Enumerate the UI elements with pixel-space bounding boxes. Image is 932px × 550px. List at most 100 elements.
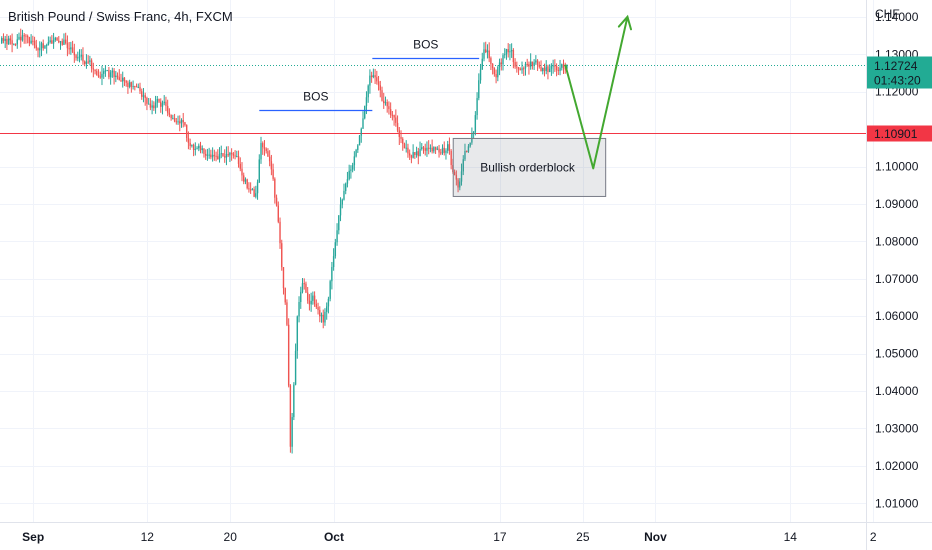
candle-body bbox=[139, 86, 141, 92]
candle-body bbox=[211, 154, 214, 158]
candle-body bbox=[459, 181, 461, 188]
candle-body bbox=[521, 68, 523, 71]
candle-body bbox=[40, 43, 43, 49]
time-tick-label: 25 bbox=[576, 530, 590, 544]
candle-body bbox=[502, 55, 504, 65]
candle-body bbox=[313, 295, 316, 304]
candle-body bbox=[246, 179, 248, 189]
candle-body bbox=[524, 63, 527, 69]
time-tick-label: 2 bbox=[870, 530, 877, 544]
candle-body bbox=[25, 35, 27, 37]
candle-body bbox=[191, 144, 193, 146]
candle-body bbox=[358, 135, 361, 146]
candle-body bbox=[414, 152, 416, 156]
candle-body bbox=[550, 65, 553, 69]
candle-body bbox=[172, 117, 174, 119]
candle-body bbox=[177, 121, 179, 123]
candle-body bbox=[201, 148, 203, 151]
candle-body bbox=[130, 82, 133, 87]
candle-body bbox=[115, 75, 117, 77]
candle-body bbox=[389, 109, 392, 115]
candle-body bbox=[189, 142, 191, 146]
candle-body bbox=[85, 61, 88, 64]
candle-body bbox=[338, 215, 340, 231]
candle-body bbox=[75, 55, 77, 59]
price-tick-label: 1.02000 bbox=[875, 459, 919, 473]
candle-body bbox=[44, 45, 46, 49]
candle-body bbox=[284, 288, 286, 303]
candle-body bbox=[529, 61, 532, 67]
candle-body bbox=[507, 49, 509, 53]
candle-body bbox=[165, 101, 167, 106]
candle-body bbox=[151, 105, 153, 108]
candle-body bbox=[267, 151, 269, 157]
candle-body bbox=[282, 267, 285, 289]
candle-body bbox=[14, 44, 17, 46]
candle-body bbox=[287, 324, 290, 386]
candle-body bbox=[322, 314, 324, 323]
time-tick-label: 14 bbox=[784, 530, 798, 544]
candle-body bbox=[241, 168, 243, 176]
candle-body bbox=[213, 154, 216, 156]
current-price-tag bbox=[867, 56, 932, 89]
candle-body bbox=[23, 35, 25, 37]
candle-body bbox=[244, 179, 247, 182]
candle-body bbox=[268, 156, 271, 162]
candle-body bbox=[536, 60, 539, 66]
candle-body bbox=[180, 119, 183, 124]
candle-body bbox=[206, 154, 209, 156]
candle-body bbox=[28, 37, 31, 44]
price-tick-label: 1.07000 bbox=[875, 272, 919, 286]
candle-body bbox=[310, 300, 312, 305]
candle-body bbox=[462, 159, 464, 172]
candle-body bbox=[526, 63, 528, 65]
candle-body bbox=[464, 151, 466, 160]
candle-body bbox=[103, 71, 105, 74]
candle-body bbox=[229, 152, 231, 156]
candle-body bbox=[111, 70, 114, 73]
candle-body bbox=[505, 49, 508, 55]
candle-body bbox=[118, 77, 120, 81]
candle-body bbox=[510, 50, 513, 52]
price-axis[interactable]: CHF1.140001.130001.120001.100001.090001.… bbox=[866, 0, 932, 550]
candle-body bbox=[77, 57, 79, 59]
candle-body bbox=[476, 98, 478, 116]
candle-body bbox=[331, 267, 333, 282]
time-tick-label: 17 bbox=[493, 530, 507, 544]
candle-body bbox=[408, 153, 411, 156]
candle-body bbox=[45, 45, 48, 47]
time-axis[interactable]: Sep 12 20 Oct 17 25 Nov 14 2 bbox=[0, 522, 932, 545]
candle-body bbox=[142, 95, 145, 97]
price-tick-label: 1.05000 bbox=[875, 347, 919, 361]
candle-body bbox=[182, 119, 184, 123]
candle-countdown-text: 01:43:20 bbox=[874, 74, 921, 88]
candle-body bbox=[272, 169, 274, 179]
candle-body bbox=[350, 169, 352, 171]
time-tick-label: Sep bbox=[22, 530, 44, 544]
candle-body bbox=[540, 66, 542, 72]
candle-body bbox=[217, 156, 219, 160]
candle-body bbox=[89, 60, 91, 62]
orderblock-zone bbox=[452, 137, 607, 197]
candle-body bbox=[429, 147, 432, 149]
candle-body bbox=[395, 117, 397, 123]
candle-body bbox=[305, 283, 307, 293]
candle-body bbox=[483, 49, 485, 59]
candle-body bbox=[166, 105, 169, 113]
time-tick-label: Oct bbox=[324, 530, 344, 544]
candle-body bbox=[194, 148, 197, 150]
candle-body bbox=[436, 148, 439, 150]
candle-body bbox=[402, 138, 404, 144]
price-axis-currency: CHF bbox=[875, 7, 900, 21]
candle-body bbox=[490, 58, 492, 64]
candle-body bbox=[308, 300, 311, 305]
candle-body bbox=[500, 62, 502, 65]
candle-body bbox=[434, 147, 437, 150]
candle-body bbox=[279, 221, 281, 244]
candle-body bbox=[255, 193, 257, 197]
candle-body bbox=[562, 64, 565, 69]
candle-body bbox=[301, 283, 304, 292]
candle-body bbox=[523, 68, 525, 70]
candle-body bbox=[71, 47, 74, 52]
